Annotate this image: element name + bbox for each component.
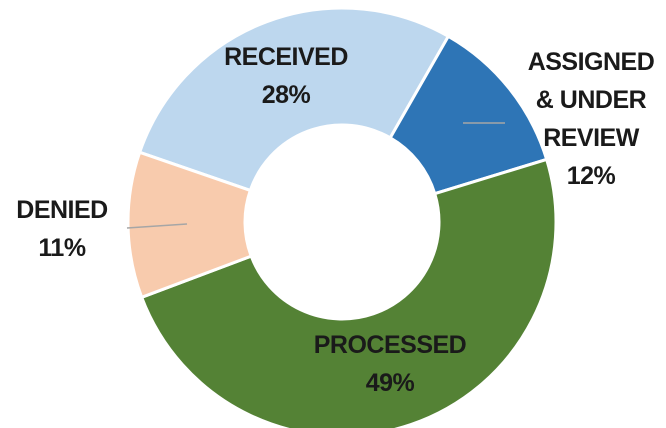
value-label: 28% bbox=[261, 81, 311, 109]
leader-line bbox=[126, 223, 188, 229]
slice bbox=[388, 34, 549, 196]
data-label: DENIED 11% bbox=[2, 191, 122, 267]
value-label: 11% bbox=[38, 234, 86, 262]
category-label: RECEIVED bbox=[224, 43, 348, 71]
slice bbox=[139, 157, 558, 428]
value-label: 12% bbox=[566, 162, 616, 190]
slices bbox=[126, 6, 558, 428]
category-label: DENIED bbox=[16, 196, 108, 224]
data-label: PROCESSED 49% bbox=[300, 326, 480, 402]
category-label: PROCESSED bbox=[313, 331, 467, 359]
slice bbox=[126, 150, 254, 300]
data-label: ASSIGNED & UNDER REVIEW 12% bbox=[516, 43, 666, 195]
value-label: 49% bbox=[365, 369, 415, 397]
slice bbox=[137, 6, 451, 193]
data-label: RECEIVED 28% bbox=[206, 38, 366, 114]
category-label: ASSIGNED & UNDER REVIEW bbox=[527, 48, 655, 152]
